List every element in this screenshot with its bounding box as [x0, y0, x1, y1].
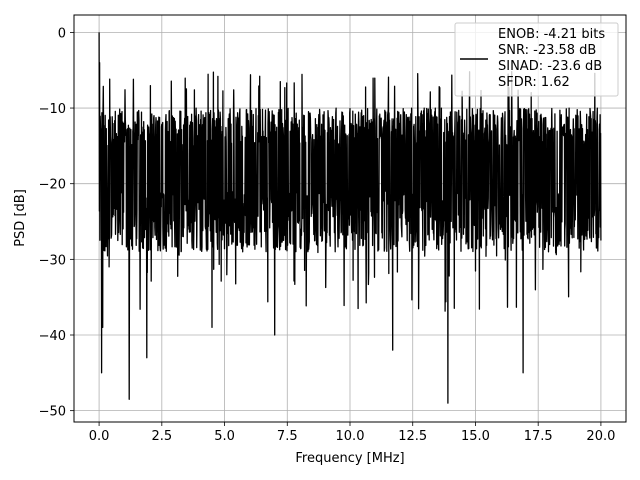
psd-series-line [98, 32, 602, 404]
x-tick-label: 2.5 [151, 429, 172, 444]
x-tick-label: 12.5 [398, 429, 427, 444]
x-tick-label: 7.5 [277, 429, 298, 444]
legend-snr: SNR: -23.58 dB [498, 43, 596, 58]
x-tick-label: 15.0 [461, 429, 490, 444]
y-tick-label: −10 [39, 102, 66, 117]
y-tick-label: −40 [39, 329, 66, 344]
legend-enob: ENOB: -4.21 bits [498, 27, 605, 42]
legend-box [454, 22, 619, 97]
y-tick-label: −20 [39, 178, 66, 193]
legend-sinad: SINAD: -23.6 dB [498, 59, 602, 74]
y-tick-label: 0 [58, 26, 66, 41]
y-axis-label: PSD [dB] [13, 189, 28, 247]
legend: ENOB: -4.21 bits SNR: -23.58 dB SINAD: -… [454, 22, 619, 97]
legend-sfdr: SFDR: 1.62 [498, 75, 570, 90]
series-layer [98, 32, 602, 404]
y-axis-ticks: 0 −10 −20 −30 −40 −50 [39, 26, 74, 420]
y-tick-label: −30 [39, 253, 66, 268]
y-tick-label: −50 [39, 405, 66, 420]
x-tick-label: 20.0 [586, 429, 615, 444]
x-tick-label: 10.0 [336, 429, 365, 444]
x-tick-label: 17.5 [524, 429, 553, 444]
x-axis-ticks: 0.0 2.5 5.0 7.5 10.0 12.5 15.0 17.5 20.0 [89, 422, 615, 444]
x-tick-label: 0.0 [89, 429, 110, 444]
x-axis-label: Frequency [MHz] [295, 451, 404, 466]
x-tick-label: 5.0 [214, 429, 235, 444]
